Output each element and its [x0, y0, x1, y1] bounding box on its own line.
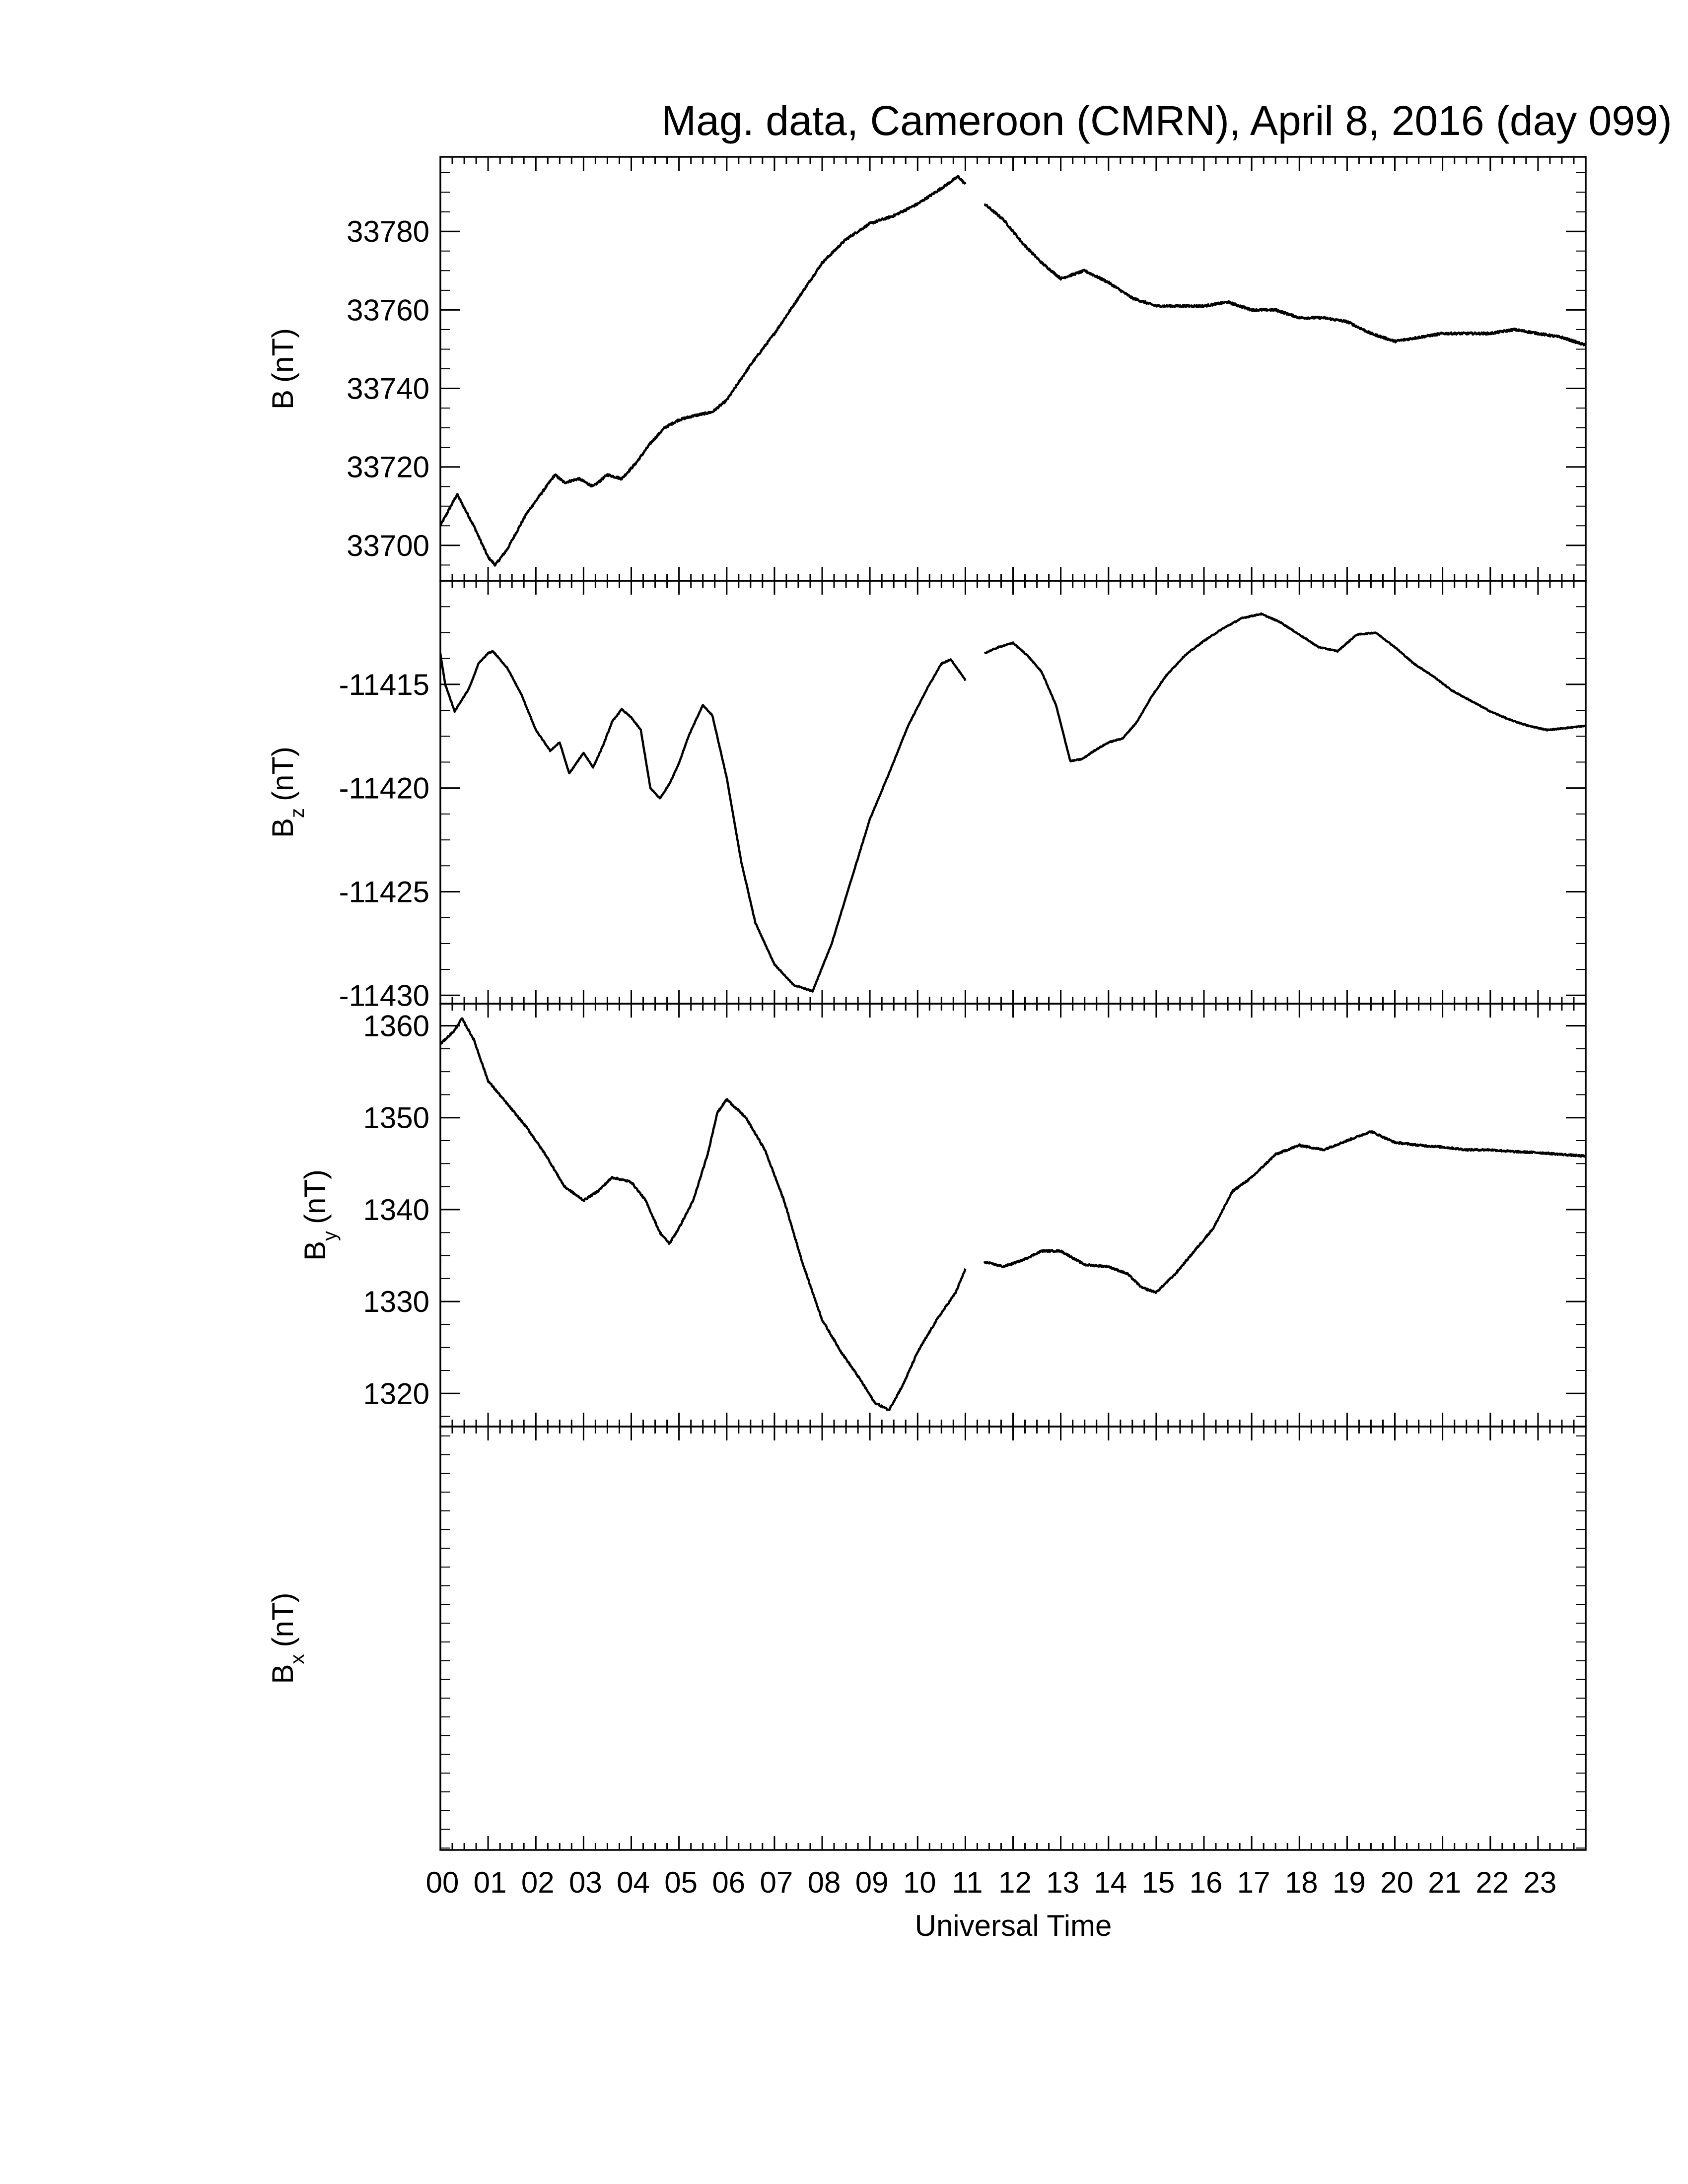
panels-group: 3370033720337403376033780B(nT)-11415-114… — [266, 156, 1587, 1851]
x-tick-labels: 00 01 02 03 04 05 06 07 08 09 10 11 12 13 14 15 16 17 18 19… — [426, 1866, 1557, 1899]
y-tick-label: 33760 — [347, 293, 429, 327]
panel-3: 1320 1330 1340 1350 1360 By (nT) — [298, 1003, 1587, 1428]
y-tick-label: 1340 — [363, 1193, 429, 1227]
x-tick-label: 11 — [952, 1866, 983, 1899]
y-axis-label-unit: (nT) — [266, 328, 299, 383]
x-tick-label: 04 — [617, 1866, 650, 1899]
y-axis-label-subscript: x — [286, 1654, 308, 1664]
series-line-segment-1 — [440, 650, 967, 993]
y-tick-label: -11425 — [339, 876, 429, 909]
chart-title: Mag. data, Cameroon (CMRN), April 8, 201… — [661, 97, 1672, 144]
x-tick-label: 08 — [808, 1866, 841, 1899]
x-tick-label: 21 — [1428, 1866, 1461, 1899]
y-axis-label: B (nT) — [266, 328, 299, 410]
x-tick-label: 02 — [521, 1866, 555, 1899]
x-axis-label: Universal Time — [915, 1909, 1112, 1942]
y-tick-label: 33780 — [347, 215, 429, 248]
y-axis-label-symbol: B — [266, 390, 299, 410]
y-axis-label: By (nT) — [298, 1169, 341, 1261]
y-axis-label-subscript: y — [319, 1231, 341, 1241]
x-tick-label: 14 — [1094, 1866, 1127, 1899]
x-tick-label: 23 — [1524, 1866, 1557, 1899]
y-axis-label-subscript: z — [286, 808, 308, 818]
y-tick-label: 1350 — [363, 1101, 429, 1135]
y-tick-label: -11415 — [339, 668, 429, 701]
x-tick-label: 06 — [712, 1866, 745, 1899]
y-tick-label: 1320 — [363, 1377, 429, 1410]
x-tick-label: 10 — [903, 1866, 936, 1899]
panel-2: -11415 -11420 -11425 -11430 Bz (nT) — [266, 580, 1587, 1012]
y-axis-label: Bx (nT) — [266, 1592, 308, 1684]
series-line-segment-1 — [440, 175, 967, 567]
y-axis-label-unit: (nT) — [266, 1592, 299, 1647]
y-axis-label-unit: (nT) — [298, 1169, 332, 1224]
x-tick-label: 03 — [569, 1866, 602, 1899]
x-tick-label: 05 — [664, 1866, 698, 1899]
y-tick-label: 33700 — [347, 529, 429, 562]
x-tick-label: 09 — [855, 1866, 889, 1899]
x-tick-label: 13 — [1046, 1866, 1079, 1899]
x-tick-label: 07 — [760, 1866, 793, 1899]
x-tick-label: 12 — [998, 1866, 1032, 1899]
series-line-segment-2 — [984, 203, 1586, 346]
x-tick-label: 19 — [1333, 1866, 1366, 1899]
x-tick-label: 01 — [474, 1866, 507, 1899]
y-axis-label-symbol: B — [266, 818, 299, 838]
y-tick-label: -11430 — [339, 979, 429, 1012]
x-tick-label: 20 — [1380, 1866, 1413, 1899]
x-tick-label: 18 — [1285, 1866, 1318, 1899]
y-tick-label: 33720 — [347, 451, 429, 484]
y-tick-label: -11420 — [339, 772, 429, 805]
y-axis-label-unit: (nT) — [266, 747, 299, 801]
series-line-segment-2 — [983, 1130, 1586, 1295]
y-tick-label: 33740 — [347, 372, 429, 406]
y-tick-label: 1360 — [363, 1010, 429, 1043]
panel-4: 316803170031720317403176031780Bx(nT) — [266, 1426, 1587, 1851]
y-tick-label: 1330 — [363, 1285, 429, 1318]
y-axis-label-symbol: B — [266, 1664, 299, 1684]
series-line-segment-1 — [440, 1017, 967, 1411]
y-axis-label-symbol: B — [298, 1241, 332, 1261]
x-tick-label: 15 — [1142, 1866, 1175, 1899]
x-tick-label: 16 — [1190, 1866, 1223, 1899]
panel-frame — [439, 1426, 1587, 1851]
series-line-segment-2 — [984, 612, 1586, 763]
y-axis-label: Bz (nT) — [266, 747, 308, 838]
x-tick-label: 22 — [1476, 1866, 1509, 1899]
panel-1: 33700 33720 33740 33760 33780 B (nT) — [266, 156, 1587, 582]
x-tick-label: 17 — [1237, 1866, 1270, 1899]
x-tick-label: 00 — [426, 1866, 459, 1899]
